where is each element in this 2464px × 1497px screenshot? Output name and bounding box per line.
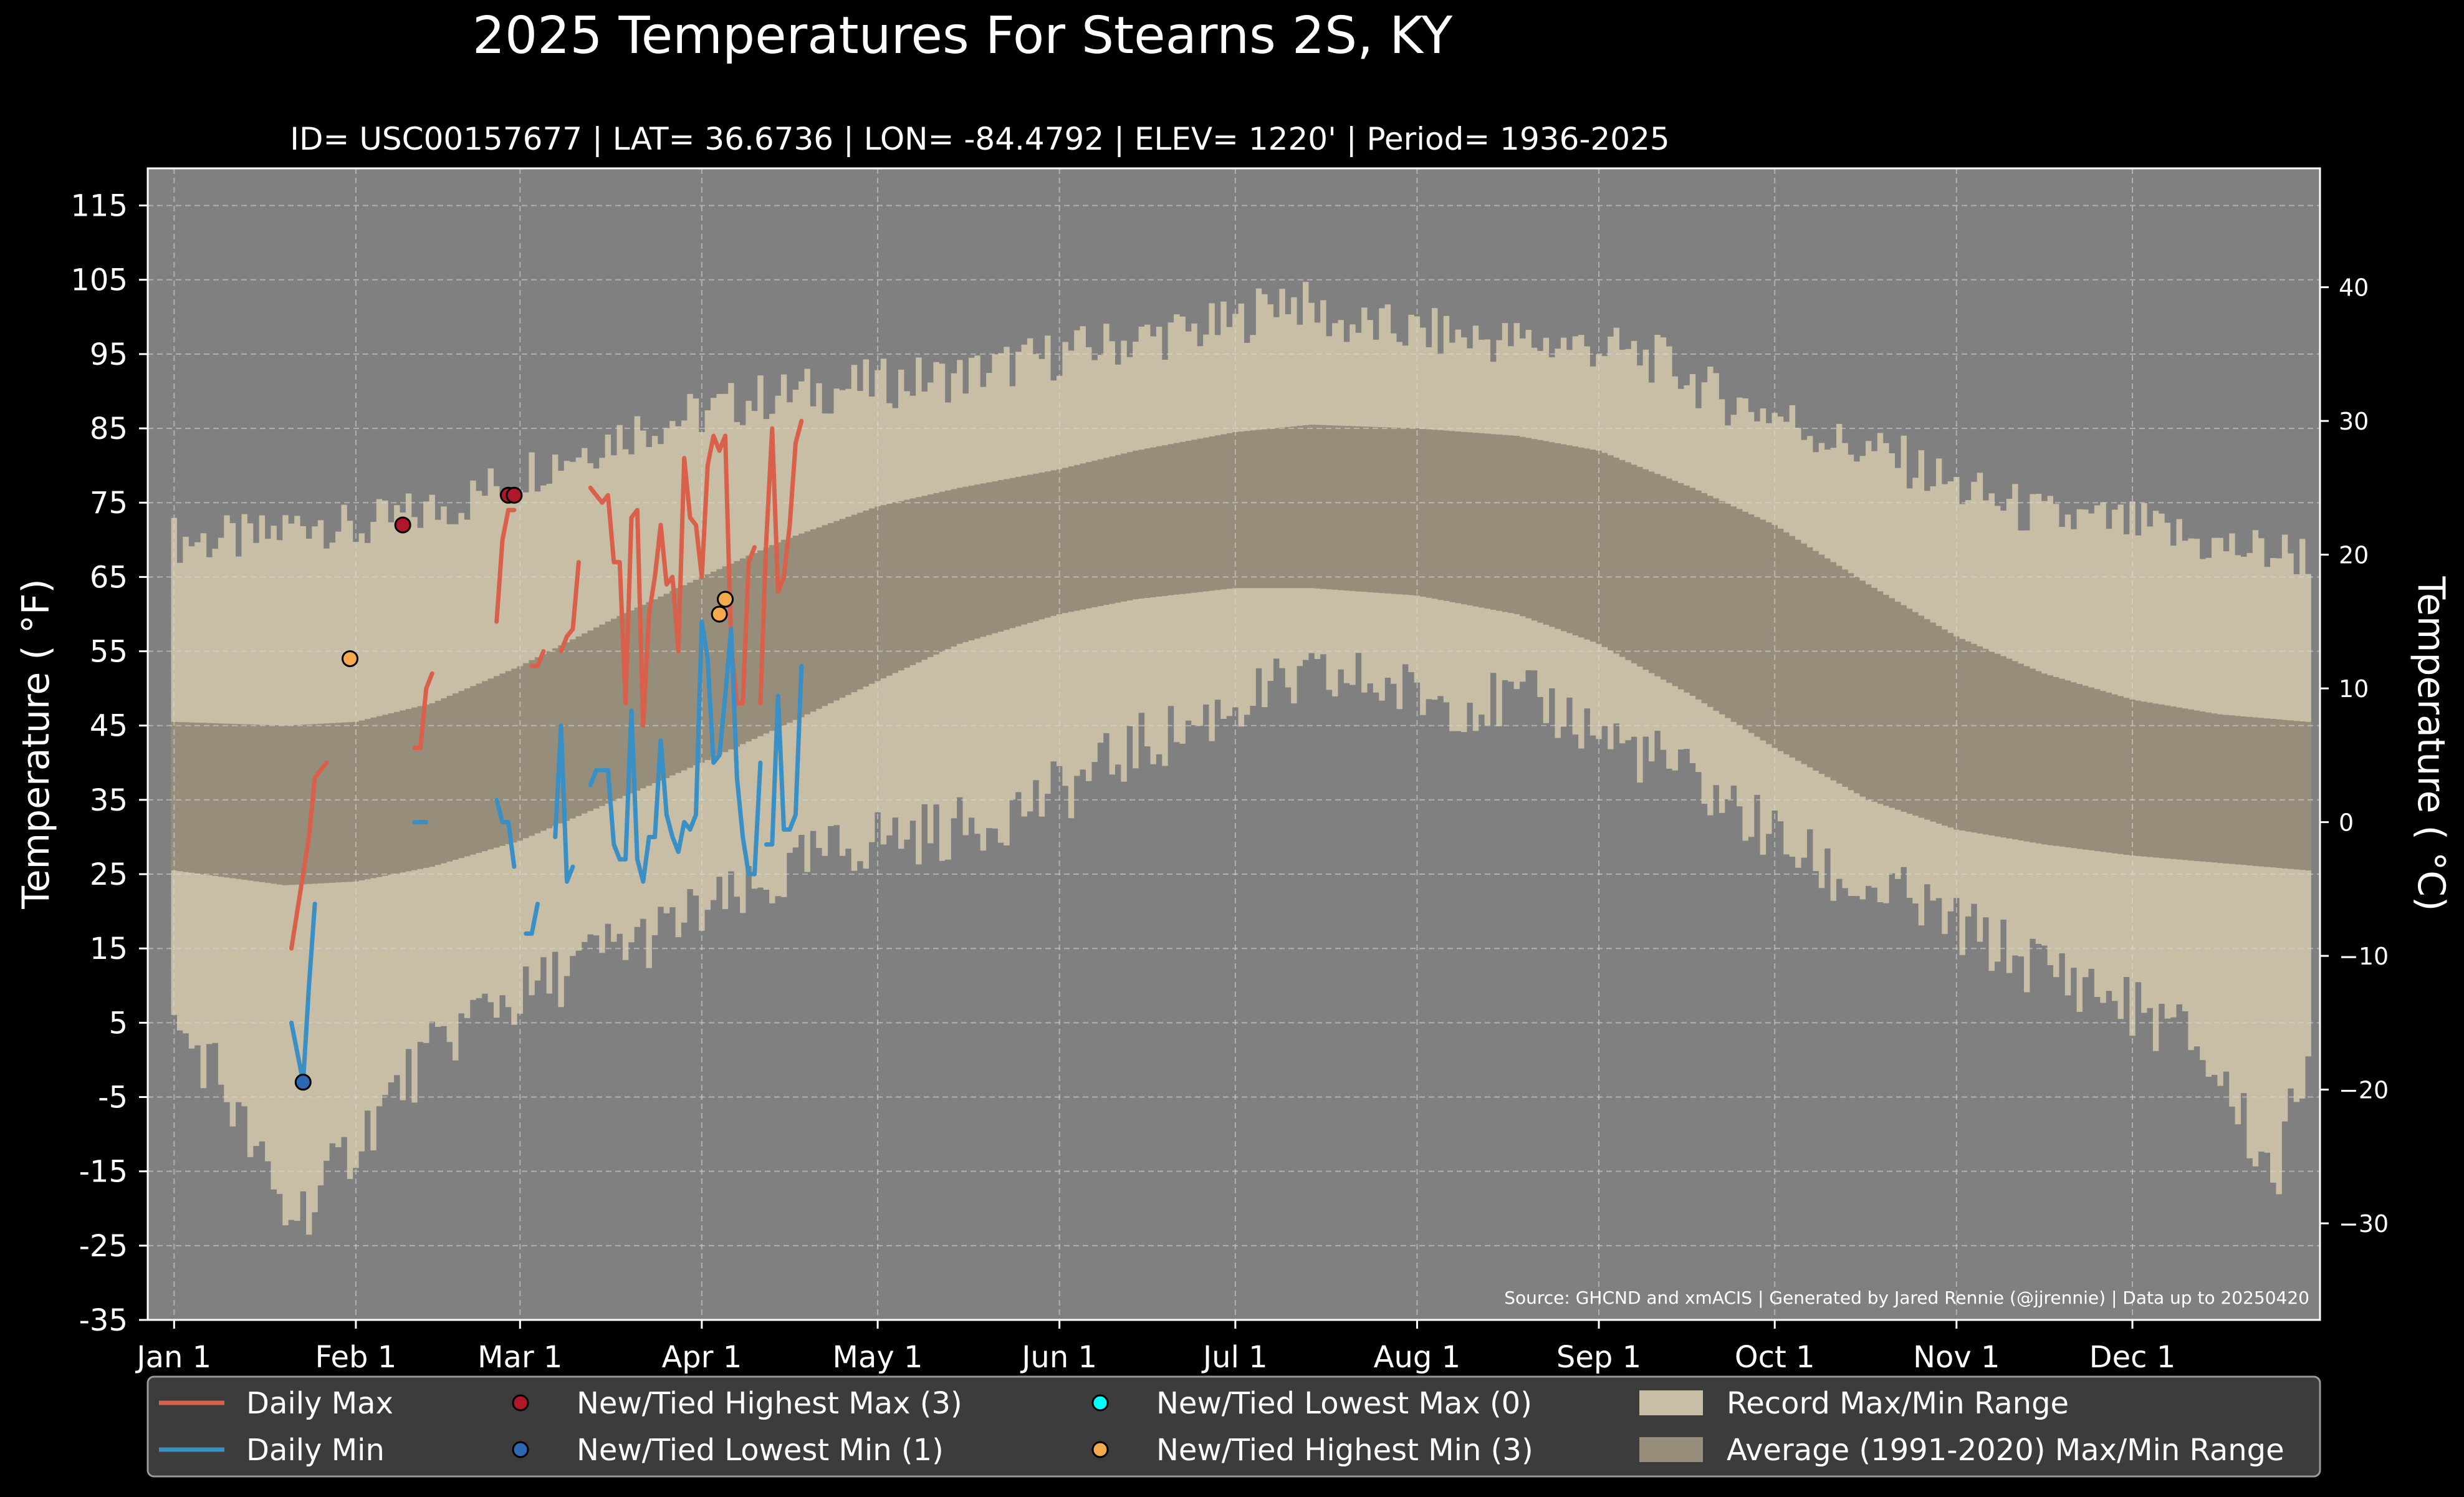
series-lines <box>289 418 804 1085</box>
grid-lines <box>148 168 2320 1321</box>
y-left-tick-label: 15 <box>90 931 128 966</box>
y-axis-right: 40 30 20 10 0 −10 −20 −30 <box>2320 274 2389 1238</box>
daily-min-line <box>524 902 540 936</box>
legend-label: Average (1991-2020) Max/Min Range <box>1727 1433 2284 1468</box>
x-tick-label: Jan 1 <box>135 1340 211 1375</box>
legend-label: New/Tied Lowest Min (1) <box>577 1433 944 1468</box>
x-tick-label: Aug 1 <box>1374 1340 1461 1375</box>
daily-min-line <box>553 723 575 884</box>
chart-title: 2025 Temperatures For Stearns 2S, KY <box>472 6 1453 65</box>
y-left-tick-label: -35 <box>79 1303 128 1338</box>
x-axis: Jan 1 Feb 1 Mar 1 Apr 1 May 1 Jun 1 Jul 1 Aug 1… <box>135 1320 2175 1375</box>
y-left-tick-label: -25 <box>79 1229 128 1264</box>
legend-patch-swatch <box>1639 1437 1703 1462</box>
record-point-highest-min <box>711 605 728 623</box>
y-left-tick-label: 85 <box>90 412 128 446</box>
record-point-highest-max <box>394 516 411 534</box>
y-left-tick-label: 95 <box>90 337 128 372</box>
daily-max-line <box>758 418 804 706</box>
average-range-band <box>171 425 2311 885</box>
y-right-tick-label: −20 <box>2339 1077 2389 1104</box>
y-axis-left-label: Temperature ( °F) <box>14 579 58 910</box>
legend: Daily Max Daily Min New/Tied Highest Max (… <box>146 1375 2321 1478</box>
daily-max-line <box>412 671 434 750</box>
y-right-tick-label: −10 <box>2339 943 2389 970</box>
y-left-tick-label: 5 <box>108 1006 128 1041</box>
legend-label: Daily Min <box>246 1433 385 1468</box>
y-axis-right-label: Temperature ( °C) <box>2409 576 2453 912</box>
x-tick-label: Sep 1 <box>1556 1340 1641 1375</box>
x-tick-label: May 1 <box>833 1340 923 1375</box>
y-right-tick-label: 20 <box>2339 542 2369 569</box>
daily-max-line <box>558 560 581 653</box>
y-left-tick-label: 105 <box>70 263 128 298</box>
y-left-tick-label: 35 <box>90 783 128 818</box>
daily-max-line <box>588 433 757 728</box>
record-point-highest-min <box>717 590 734 608</box>
x-tick-label: Mar 1 <box>477 1340 562 1375</box>
y-left-tick-label: 65 <box>90 560 128 595</box>
y-left-tick-label: -5 <box>98 1081 128 1115</box>
legend-label: New/Tied Highest Max (3) <box>577 1386 962 1421</box>
legend-dot-swatch <box>1091 1441 1109 1458</box>
y-left-tick-label: 25 <box>90 857 128 892</box>
record-point-highest-min <box>342 650 359 667</box>
y-right-tick-label: 0 <box>2339 809 2354 837</box>
legend-dot-swatch <box>512 1394 529 1412</box>
legend-dot-swatch <box>1091 1394 1109 1412</box>
y-left-tick-label: 55 <box>90 635 128 670</box>
daily-max-line <box>494 508 517 624</box>
legend-label: New/Tied Highest Min (3) <box>1156 1433 1533 1468</box>
x-tick-label: Dec 1 <box>2089 1340 2176 1375</box>
chart-subtitle: ID= USC00157677 | LAT= 36.6736 | LON= -8… <box>290 121 1669 157</box>
y-left-tick-label: -15 <box>79 1155 128 1190</box>
legend-label: Record Max/Min Range <box>1727 1386 2069 1421</box>
source-note: Source: GHCND and xmACIS | Generated by … <box>1504 1288 2309 1308</box>
record-point-lowest-min <box>294 1074 312 1091</box>
x-tick-label: Feb 1 <box>315 1340 397 1375</box>
record-points <box>294 486 734 1091</box>
y-left-tick-label: 45 <box>90 709 128 744</box>
daily-min-line <box>764 663 804 847</box>
y-right-tick-label: 10 <box>2339 675 2369 703</box>
x-tick-label: Oct 1 <box>1735 1340 1815 1375</box>
y-right-tick-label: 30 <box>2339 408 2369 435</box>
x-tick-label: Jul 1 <box>1201 1340 1268 1375</box>
plot-frame <box>146 167 2321 1321</box>
legend-label: Daily Max <box>246 1386 393 1421</box>
legend-box <box>146 1375 2321 1478</box>
y-right-tick-label: 40 <box>2339 274 2369 302</box>
daily-min-line <box>588 619 763 884</box>
legend-label: New/Tied Lowest Max (0) <box>1156 1386 1532 1421</box>
y-left-tick-label: 75 <box>90 486 128 521</box>
daily-min-line <box>494 797 517 869</box>
y-left-tick-label: 115 <box>70 189 128 224</box>
daily-max-line <box>529 649 546 668</box>
y-axis-left: 115 105 95 85 75 65 55 45 35 25 15 5 -5 -15 -25 -35 <box>70 189 148 1338</box>
record-point-highest-max <box>506 486 523 504</box>
legend-patch-swatch <box>1639 1390 1703 1415</box>
x-tick-label: Nov 1 <box>1913 1340 2000 1375</box>
y-right-tick-label: −30 <box>2339 1210 2389 1238</box>
x-tick-label: Apr 1 <box>661 1340 742 1375</box>
x-tick-label: Jun 1 <box>1020 1340 1097 1375</box>
legend-dot-swatch <box>512 1441 529 1458</box>
daily-max-line <box>289 760 329 951</box>
